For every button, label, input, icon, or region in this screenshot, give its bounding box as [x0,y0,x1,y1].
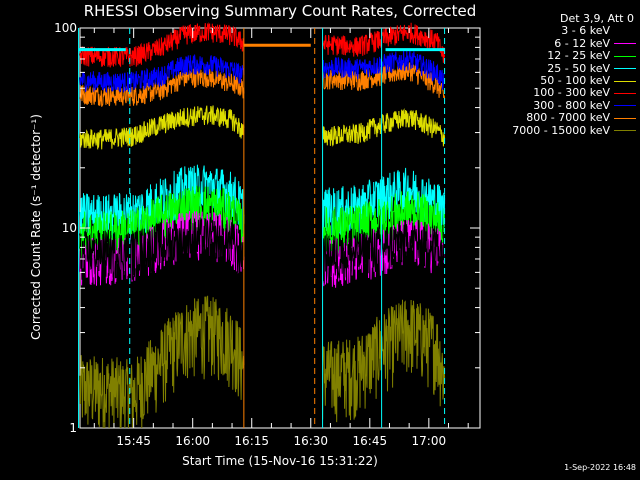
legend-label: 25 - 50 keV [547,61,610,75]
x-tick-label: 16:30 [293,434,329,448]
series-line-0-segment-1 [322,219,446,285]
legend-swatch [614,31,636,33]
legend-label: 7000 - 15000 keV [512,123,610,137]
legend-swatch [614,68,636,70]
y-axis-label: Corrected Count Rate (s⁻¹ detector⁻¹) [29,114,43,340]
legend-title: Det 3,9, Att 0 [560,12,634,25]
legend-label: 300 - 800 keV [533,98,610,112]
legend-swatch [614,93,636,95]
legend-swatch [614,43,636,45]
series-line-4-segment-0 [79,105,245,150]
legend-label: 6 - 12 keV [554,36,610,50]
generation-timestamp: 1-Sep-2022 16:48 [564,463,636,472]
series-line-4-segment-1 [322,108,446,147]
legend: Det 3,9, Att 0 3 - 6 keV 6 - 12 keV 12 - 2… [486,12,636,137]
legend-swatch [614,55,636,57]
series-line-6-segment-0 [79,54,245,93]
legend-label: 3 - 6 keV [561,24,610,38]
legend-entry: 3 - 6 keV [486,24,636,38]
series-line-8-segment-0 [79,295,245,429]
legend-label: 100 - 300 keV [533,86,610,100]
legend-entry: 12 - 25 keV [486,49,636,63]
x-tick-label: 17:00 [411,434,447,448]
x-axis-label: Start Time (15-Nov-16 15:31:22) [182,454,378,468]
legend-entry: 800 - 7000 keV [486,111,636,125]
series-line-2-segment-1 [322,191,446,257]
series-line-6-segment-1 [322,50,445,90]
series-line-5-segment-0 [79,22,245,68]
legend-entry: 7000 - 15000 keV [486,123,636,137]
chart-title: RHESSI Observing Summary Count Rates, Co… [83,2,477,20]
y-tick-label: 100 [54,21,77,35]
series-line-8-segment-1 [322,299,446,423]
legend-label: 50 - 100 keV [540,73,610,87]
legend-entry: 25 - 50 keV [486,61,636,75]
legend-entry: 6 - 12 keV [486,36,636,50]
x-tick-label: 16:00 [175,434,210,448]
series-line-5-segment-1 [322,22,446,63]
legend-entry: 50 - 100 keV [486,73,636,87]
legend-label: 800 - 7000 keV [526,111,610,125]
legend-swatch [614,105,636,107]
series-line-0-segment-0 [79,217,245,280]
legend-entry: 100 - 300 keV [486,86,636,100]
legend-swatch [614,80,636,82]
y-tick-label: 1 [69,421,77,435]
legend-swatch [614,130,636,132]
legend-entry: 300 - 800 keV [486,98,636,112]
x-tick-label: 16:45 [352,434,388,448]
x-tick-label: 15:45 [116,434,151,448]
series-line-2-segment-0 [79,185,245,259]
y-tick-label: 10 [61,221,77,235]
x-tick-label: 16:15 [234,434,270,448]
legend-swatch [614,117,636,119]
legend-label: 12 - 25 keV [547,49,610,63]
